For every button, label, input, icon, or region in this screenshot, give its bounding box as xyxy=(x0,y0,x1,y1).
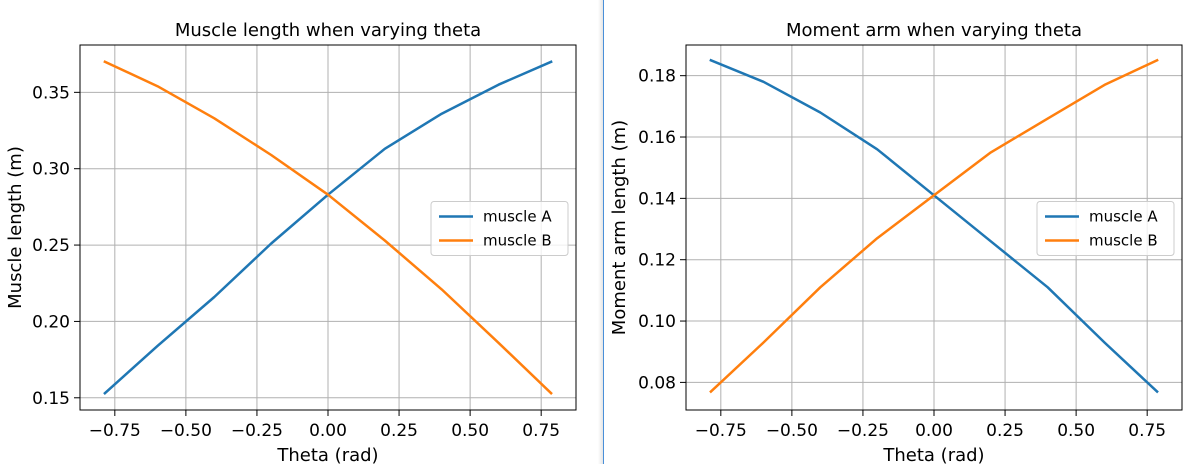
y-tick-label: 0.30 xyxy=(32,160,70,180)
y-tick-label: 0.18 xyxy=(638,67,676,87)
x-tick-label: 0.50 xyxy=(451,421,489,441)
x-tick-label: −0.50 xyxy=(766,421,818,441)
chart-moment-arm: −0.75 −0.50 −0.25 0.00 0.25 0.50 0.75 0.08 0.10 0… xyxy=(609,20,1183,464)
x-tick-label: 0.00 xyxy=(309,421,347,441)
tick-marks: −0.75 −0.50 −0.25 0.00 0.25 0.50 0.75 0.08 0.10 0… xyxy=(638,67,1166,441)
legend-box xyxy=(430,201,569,256)
x-tick-label: −0.50 xyxy=(160,421,212,441)
series-lines xyxy=(103,60,553,395)
legend-label: muscle B xyxy=(1089,232,1158,250)
y-tick-label: 0.08 xyxy=(638,373,676,393)
y-tick-label: 0.10 xyxy=(638,312,676,332)
y-tick-label: 0.14 xyxy=(638,189,676,209)
panel-divider-shadow xyxy=(598,0,603,464)
legend-box xyxy=(1036,201,1175,256)
legend: muscle A muscle B xyxy=(1036,201,1175,256)
x-axis-label: Theta (rad) xyxy=(276,445,378,464)
legend-label: muscle A xyxy=(483,208,552,226)
y-tick-label: 0.16 xyxy=(638,128,676,148)
y-tick-label: 0.35 xyxy=(32,83,70,103)
y-axis-label: Muscle length (m) xyxy=(5,146,26,309)
chart-title: Moment arm when varying theta xyxy=(786,20,1082,41)
legend-label: muscle A xyxy=(1089,208,1158,226)
chart-muscle-length: −0.75 −0.50 −0.25 0.00 0.25 0.50 0.75 0.15 0.20 0… xyxy=(5,20,577,464)
y-tick-label: 0.20 xyxy=(32,312,70,332)
chart-title: Muscle length when varying theta xyxy=(175,20,481,41)
x-tick-label: −0.75 xyxy=(89,421,141,441)
series-line-muscle-b xyxy=(103,60,553,395)
x-tick-label: −0.25 xyxy=(231,421,283,441)
x-tick-label: −0.75 xyxy=(695,421,747,441)
x-tick-label: 0.50 xyxy=(1057,421,1095,441)
legend-label: muscle B xyxy=(483,232,552,250)
legend: muscle A muscle B xyxy=(430,201,569,256)
series-lines xyxy=(709,58,1159,394)
x-tick-label: 0.25 xyxy=(986,421,1024,441)
x-axis-label: Theta (rad) xyxy=(882,445,984,464)
tick-marks: −0.75 −0.50 −0.25 0.00 0.25 0.50 0.75 0.15 0.20 0… xyxy=(32,83,560,441)
x-tick-label: 0.75 xyxy=(1128,421,1166,441)
y-axis-label: Moment arm length (m) xyxy=(609,120,630,335)
x-tick-label: 0.75 xyxy=(522,421,560,441)
x-tick-label: −0.25 xyxy=(837,421,889,441)
y-tick-label: 0.25 xyxy=(32,236,70,256)
grid-lines xyxy=(80,45,576,410)
y-tick-label: 0.12 xyxy=(638,251,676,271)
x-tick-label: 0.25 xyxy=(380,421,418,441)
x-tick-label: 0.00 xyxy=(915,421,953,441)
series-line-muscle-b xyxy=(709,58,1159,394)
panel-divider xyxy=(603,0,604,464)
y-tick-label: 0.15 xyxy=(32,389,70,409)
